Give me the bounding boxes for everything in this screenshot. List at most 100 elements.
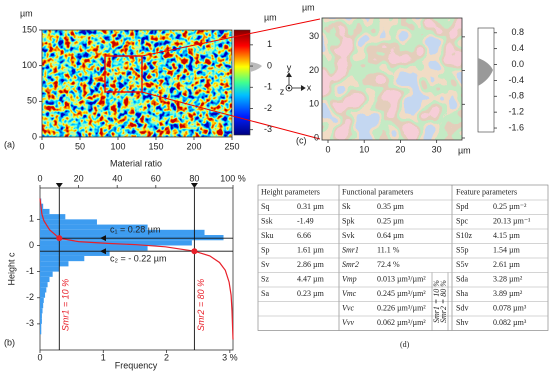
colorbar-tick-label: -0.4 <box>508 75 524 85</box>
y-tick-label: 150 <box>22 24 37 34</box>
param-name: Sp <box>261 246 269 255</box>
zoom-line <box>141 18 321 57</box>
param-name: Svk <box>342 231 354 240</box>
colorbar-tick-label: -1.6 <box>508 122 524 132</box>
param-name: Vvc <box>342 304 354 313</box>
ratio-point <box>191 248 198 255</box>
colorbar-tick-label: 0 <box>267 60 272 70</box>
param-name: Sa <box>261 289 269 298</box>
y-tick-label: -1 <box>26 266 34 276</box>
histogram-bar <box>40 282 48 288</box>
panel-label: (d) <box>400 340 410 349</box>
param-value: 2.61 µm <box>493 260 521 269</box>
param-name: S10z <box>456 231 472 240</box>
x-tick-label: 0 <box>39 141 44 151</box>
param-value: 20.13 µm⁻¹ <box>493 217 531 226</box>
param-value: 4.47 µm <box>297 275 325 284</box>
param-value: 2.86 µm <box>297 260 325 269</box>
y-tick-label: 20 <box>309 65 319 75</box>
histogram-bar <box>40 229 205 236</box>
histogram-bar <box>40 240 192 246</box>
top-tick-label: 80 <box>189 173 199 183</box>
histogram-bar <box>40 219 97 225</box>
param-value: 6.66 <box>297 231 311 240</box>
param-value: 0.245 µm³/µm² <box>377 289 426 298</box>
y-tick-label: 100 <box>22 60 37 70</box>
y-tick-label: 0 <box>314 132 319 142</box>
param-name: Shv <box>456 318 468 327</box>
y-tick-label: -2 <box>26 292 34 302</box>
histogram-bar <box>40 323 42 330</box>
panel-label: (c) <box>296 135 307 145</box>
top-tick-label: 0 <box>37 173 42 183</box>
note: Smr1 = 10 % <box>432 280 441 323</box>
histogram-bar <box>40 292 46 298</box>
axis-title: Material ratio <box>110 158 162 168</box>
param-value: 0.64 µm <box>377 231 405 240</box>
param-value: 3.89 µm² <box>493 289 523 298</box>
note: Smr2 = 80 % <box>439 280 448 323</box>
param-name: Sz <box>261 275 269 284</box>
unit-label: µm <box>302 2 315 12</box>
axis-letter: y <box>287 62 292 72</box>
unit-label: µm <box>20 8 33 18</box>
colorbar-tick-label: 0.8 <box>511 27 524 37</box>
param-name: Vmp <box>342 275 357 284</box>
panel-label: (b) <box>4 337 15 347</box>
colorbar-tick-label: 1 <box>267 39 272 49</box>
table-header: Feature parameters <box>456 187 517 196</box>
histogram-bar <box>40 276 50 283</box>
histogram-bar <box>40 255 85 262</box>
x-tick-label: 250 <box>224 141 239 151</box>
x-tick-label: 0 <box>325 144 330 154</box>
histogram-bar <box>40 250 110 256</box>
top-tick-label: 60 <box>151 173 161 183</box>
frame-c <box>321 17 463 141</box>
colorbar-tick-label: -2 <box>264 103 272 113</box>
unit-label: µm <box>458 145 471 155</box>
x-tick-label: 30 <box>432 144 442 154</box>
param-name: S5v <box>456 260 468 269</box>
axis-letter: z <box>280 86 285 96</box>
x-tick-label: 50 <box>75 141 85 151</box>
y-tick-label: 30 <box>309 31 319 41</box>
colorbar-tick-label: 0.0 <box>511 59 524 69</box>
histogram-bar <box>40 224 148 230</box>
param-value: 11.1 % <box>377 246 400 255</box>
y-tick-label: 50 <box>27 96 37 106</box>
param-value: 4.15 µm <box>493 231 521 240</box>
param-value: 0.226 µm³/µm² <box>377 304 426 313</box>
histogram-bar <box>40 302 44 309</box>
colorbar-tick-label: -3 <box>264 124 272 134</box>
level-label: c₁ = 0.28 µm <box>110 225 161 235</box>
ratio-label: Smr2 = 80 % <box>196 279 206 331</box>
zoom-line <box>141 91 321 140</box>
top-tick-label: 20 <box>74 173 84 183</box>
param-name: Vvv <box>342 318 354 327</box>
arrow-head <box>100 235 106 242</box>
parameter-table: Height parameters Functional parameters Fe… <box>257 184 549 349</box>
y-tick-label: 0 <box>32 131 37 141</box>
param-value: 0.082 µm³ <box>493 318 527 327</box>
param-value: 0.23 µm <box>297 289 325 298</box>
histogram-bar <box>40 329 42 335</box>
colorbar-tick-label: -0.8 <box>508 91 524 101</box>
axes-indicator <box>285 72 306 92</box>
param-value: 72.4 % <box>377 260 400 269</box>
y-tick-label: 1 <box>29 214 34 224</box>
histogram-bar <box>40 287 47 293</box>
param-value: 0.078 µm³ <box>493 304 527 313</box>
x-tick-label: 200 <box>186 141 201 151</box>
ratio-point <box>56 235 63 242</box>
top-tick-label: 40 <box>112 173 122 183</box>
param-name: Smr2 <box>342 260 359 269</box>
param-name: Sk <box>342 202 350 211</box>
param-name: Sku <box>261 231 273 240</box>
zoom-box <box>104 55 143 93</box>
histogram-bar <box>40 214 66 220</box>
param-name: Smr1 <box>342 246 359 255</box>
y-tick-label: 10 <box>309 99 319 109</box>
x-tick-label: 20 <box>395 144 405 154</box>
panel-label: (a) <box>4 139 15 149</box>
level-label: c₂ = - 0.22 µm <box>110 254 166 264</box>
